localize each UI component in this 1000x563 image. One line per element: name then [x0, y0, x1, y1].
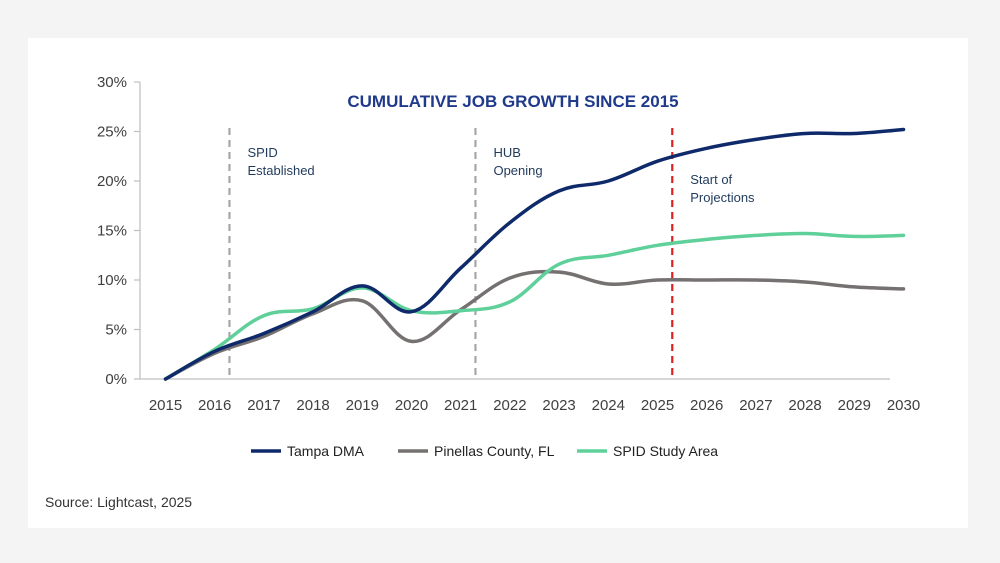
- marker-label: HUB: [493, 145, 520, 160]
- series-lines: [163, 127, 906, 381]
- y-tick-label: 5%: [105, 322, 127, 339]
- x-tick-label: 2029: [838, 397, 871, 414]
- x-tick-label: 2023: [542, 397, 575, 414]
- y-tick-label: 10%: [97, 272, 127, 289]
- x-tick-label: 2020: [395, 397, 428, 414]
- legend-label: SPID Study Area: [613, 443, 718, 459]
- x-tick-label: 2030: [887, 397, 920, 414]
- x-tick-label: 2016: [198, 397, 231, 414]
- y-tick-label: 25%: [97, 124, 127, 141]
- marker-label: SPID: [247, 145, 277, 160]
- x-tick-label: 2021: [444, 397, 477, 414]
- axes: 0% 5% 10% 15% 20% 25% 30% 2015 2016 2017 2018 2019 2…: [97, 74, 920, 414]
- chart-title: CUMULATIVE JOB GROWTH SINCE 2015: [347, 92, 678, 111]
- legend-label: Pinellas County, FL: [434, 443, 555, 459]
- legend-label: Tampa DMA: [287, 443, 365, 459]
- marker-label: Projections: [690, 190, 755, 205]
- x-tick-label: 2024: [592, 397, 625, 414]
- y-tick-label: 15%: [97, 223, 127, 240]
- y-tick-label: 0%: [105, 371, 127, 388]
- x-tick-label: 2028: [788, 397, 821, 414]
- marker-label: Opening: [493, 163, 542, 178]
- y-tick-label: 20%: [97, 173, 127, 190]
- legend: Tampa DMA Pinellas County, FL SPID Study A…: [251, 443, 718, 459]
- series-line-tampa-dma: [163, 127, 906, 381]
- x-tick-label: 2026: [690, 397, 723, 414]
- x-tick-label: 2017: [247, 397, 280, 414]
- y-tick-label: 30%: [97, 74, 127, 91]
- event-markers: SPID Established HUB Opening Start of Project…: [228, 128, 755, 379]
- x-tick-label: 2018: [296, 397, 329, 414]
- x-tick-label: 2022: [493, 397, 526, 414]
- marker-label: Start of: [690, 172, 732, 187]
- x-tick-label: 2025: [641, 397, 674, 414]
- x-tick-label: 2019: [346, 397, 379, 414]
- series-line-spid-study-area: [163, 231, 906, 381]
- source-note: Source: Lightcast, 2025: [45, 494, 192, 510]
- series-line-pinellas-county-fl: [163, 269, 906, 381]
- marker-label: Established: [247, 163, 314, 178]
- x-tick-label: 2027: [739, 397, 772, 414]
- x-tick-label: 2015: [149, 397, 182, 414]
